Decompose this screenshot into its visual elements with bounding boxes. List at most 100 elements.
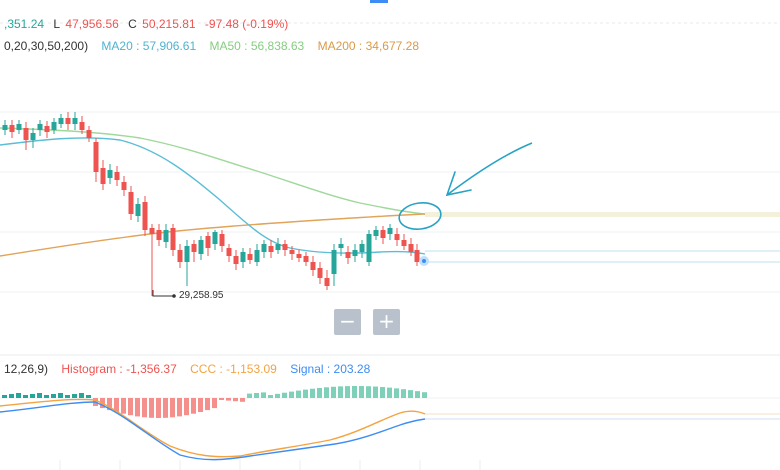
macd-histogram-bar [205,398,210,411]
candle-body [414,250,420,262]
macd-histogram-bar [142,398,147,418]
candle-body [317,268,323,278]
macd-histogram-bar [352,386,357,398]
candle-body [233,256,239,264]
ccc-value: CCC : -1,153.09 [190,362,277,376]
candle-body [58,118,64,124]
ma200-line [0,213,426,257]
macd-histogram-bar [303,389,308,398]
candle-body [338,244,344,248]
macd-histogram-bar [331,386,336,398]
candle-body [16,124,22,130]
macd-histogram-bar [163,398,168,418]
signal-value: Signal : 203.28 [290,362,371,376]
macd-histogram-bar [114,398,119,412]
ohlc-legend: ,351.24 L 47,956.56 C 50,215.81 -97.48 (… [4,17,294,31]
macd-histogram-bar [394,388,399,398]
candle-body [37,124,43,130]
macd-histogram-bar [30,394,35,398]
macd-histogram-bar [268,395,273,398]
candle-body [142,202,148,230]
macd-histogram-bar [79,393,84,398]
candle-body [275,244,281,250]
candle-body [128,192,134,214]
macd-histogram-bar [275,393,280,398]
candle-body [401,240,407,246]
macd-histogram-bar [128,398,133,416]
candle-body [156,230,162,240]
macd-histogram-bar [226,398,231,401]
candle-body [149,228,155,234]
circle-drawing-icon [398,201,442,231]
candle-body [184,246,190,262]
candle-body [9,125,15,132]
candle-body [352,250,358,256]
candle-body [261,244,267,252]
candle-body [93,142,99,172]
candle-body [387,228,393,234]
candle-body [219,234,225,246]
macd-histogram-bar [9,394,14,398]
candle-body [254,250,260,262]
ma-legend: 0,20,30,50,200) MA20 : 57,906.61 MA50 : … [4,39,429,53]
ma-params: 0,20,30,50,200) [4,39,89,53]
macd-histogram-bar [219,398,224,400]
candle-body [247,254,253,260]
macd-histogram-bar [366,386,371,398]
candle-body [100,168,106,184]
candle-body [366,234,372,262]
macd-params: 12,26,9) [4,362,49,376]
macd-histogram-bar [282,392,287,398]
ma50-value: MA50 : 56,838.63 [209,39,305,53]
candle-body [303,256,309,262]
candle-body [79,122,85,130]
candle-body [86,130,92,138]
candle-body [177,250,183,262]
candle-body [226,248,232,256]
macd-histogram-bar [198,398,203,412]
macd-histogram-bar [149,398,154,418]
low-prefix: L [53,17,61,31]
candle-body [289,250,295,254]
candle-body [296,254,302,258]
candle-body [198,240,204,254]
candle-body [373,230,379,236]
candle-body [310,262,316,270]
candle-body [324,278,330,286]
macd-histogram-bar [44,395,49,398]
macd-histogram-bar [37,393,42,398]
candle-body [191,244,197,252]
candle-body [170,228,176,250]
macd-histogram-bar [254,393,259,398]
signal-line [0,401,426,461]
candle-body [72,118,78,124]
histogram-value: Histogram : -1,356.37 [61,362,177,376]
macd-histogram-bar [170,398,175,418]
ma200-value: MA200 : 34,677.28 [317,39,419,53]
macd-histogram-bar [310,388,315,398]
macd-histogram-bar [65,395,70,398]
low-marker-label: 29,258.95 [179,290,224,301]
open-value: ,351.24 [4,17,45,31]
macd-legend: 12,26,9) Histogram : -1,356.37 CCC : -1,… [4,362,380,376]
macd-histogram-bar [359,386,364,398]
candle-body [212,232,218,244]
macd-histogram-bar [338,386,343,398]
low-marker-dot [172,294,176,298]
zoom-in-button[interactable]: + [373,309,400,335]
candle-body [135,204,141,216]
candle-body [23,128,29,140]
zoom-out-button[interactable]: − [334,309,361,335]
candle-body [51,122,57,130]
macd-histogram-bar [324,387,329,398]
macd-histogram-bar [184,398,189,416]
macd-histogram-bar [191,398,196,414]
macd-histogram-bar [58,393,63,398]
macd-histogram-bar [2,395,7,398]
active-tab-indicator [370,0,388,3]
candle-body [114,172,120,180]
ma50-line [0,127,426,215]
ma20-value: MA20 : 57,906.61 [101,39,197,53]
